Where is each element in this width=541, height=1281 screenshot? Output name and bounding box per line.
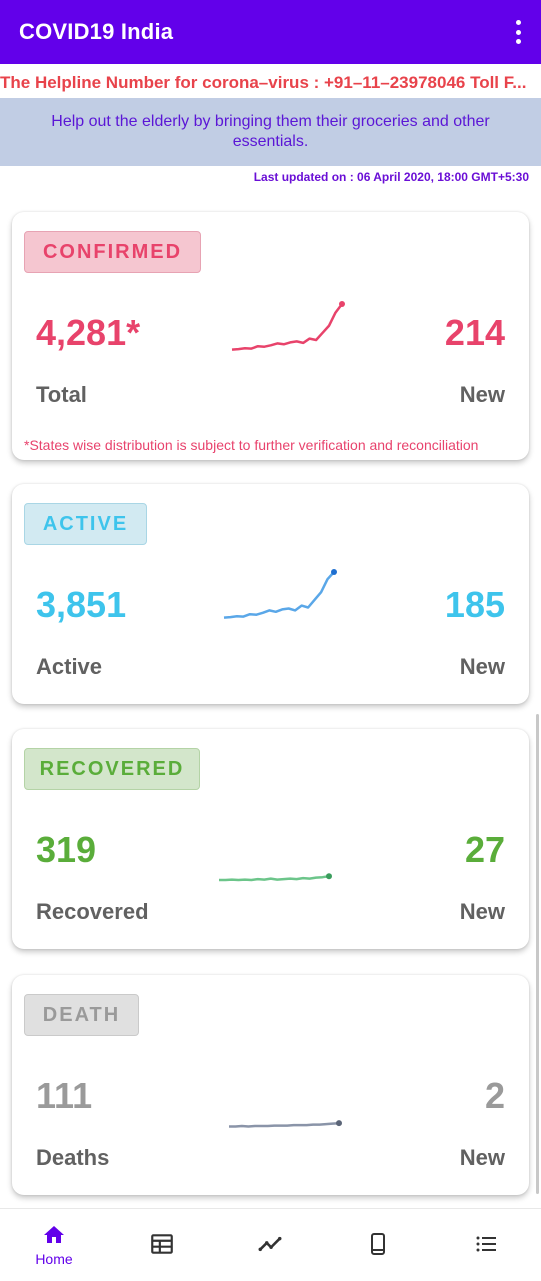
nav-trends[interactable] bbox=[216, 1209, 324, 1281]
nav-phone[interactable] bbox=[324, 1209, 432, 1281]
confirmed-badge: CONFIRMED bbox=[24, 231, 201, 273]
confirmed-trend-endpoint bbox=[339, 301, 345, 307]
active-badge: ACTIVE bbox=[24, 503, 147, 545]
confirmed-sparkline bbox=[231, 301, 345, 351]
death-trend-line bbox=[229, 1121, 340, 1128]
app-bar: COVID19 India bbox=[0, 0, 541, 64]
phone-icon bbox=[371, 1233, 385, 1255]
nav-home-label: Home bbox=[35, 1251, 73, 1267]
active-sparkline bbox=[223, 569, 337, 619]
recovered-trend-endpoint bbox=[326, 873, 332, 880]
verification-note: *States wise distribution is subject to … bbox=[24, 437, 479, 453]
confirmed-total: 4,281* bbox=[36, 312, 141, 353]
death-new: 2 bbox=[484, 1075, 505, 1116]
scrollbar[interactable] bbox=[536, 714, 539, 1194]
death-trend-endpoint bbox=[336, 1120, 342, 1127]
home-icon bbox=[44, 1226, 64, 1243]
nav-list[interactable] bbox=[432, 1209, 540, 1281]
recovered-trend-line bbox=[219, 874, 330, 882]
confirmed-new: 214 bbox=[444, 312, 505, 353]
confirmed-card[interactable]: CONFIRMED 4,281* 214 Total New *States w… bbox=[12, 212, 529, 460]
death-badge: DEATH bbox=[24, 994, 139, 1036]
last-updated: Last updated on : 06 April 2020, 18:00 G… bbox=[253, 170, 529, 184]
trend-icon bbox=[258, 1236, 282, 1252]
overflow-menu-icon[interactable] bbox=[513, 20, 523, 44]
recovered-total-label: Recovered bbox=[36, 899, 149, 924]
nav-table[interactable] bbox=[108, 1209, 216, 1281]
list-icon bbox=[476, 1236, 496, 1252]
recovered-card[interactable]: RECOVERED 319 27 Recovered New bbox=[12, 729, 529, 949]
active-new: 185 bbox=[444, 584, 505, 625]
bottom-navigation: Home bbox=[0, 1208, 541, 1281]
info-banner: Help out the elderly by bringing them th… bbox=[0, 98, 541, 166]
active-new-label: New bbox=[459, 654, 505, 679]
recovered-sparkline bbox=[219, 873, 332, 882]
recovered-new: 27 bbox=[464, 829, 505, 870]
death-total: 111 bbox=[36, 1075, 93, 1116]
recovered-total: 319 bbox=[36, 829, 97, 870]
app-title: COVID19 India bbox=[19, 19, 174, 44]
active-trend-endpoint bbox=[331, 569, 337, 575]
death-new-label: New bbox=[459, 1145, 505, 1170]
confirmed-new-label: New bbox=[459, 382, 505, 407]
active-card[interactable]: ACTIVE 3,851 185 Active New bbox=[12, 484, 529, 704]
death-total-label: Deaths bbox=[36, 1145, 110, 1170]
nav-home[interactable]: Home bbox=[0, 1209, 108, 1281]
active-total-label: Active bbox=[36, 654, 103, 679]
confirmed-trend-line bbox=[231, 303, 343, 351]
death-sparkline bbox=[229, 1120, 342, 1128]
recovered-badge: RECOVERED bbox=[24, 748, 200, 790]
recovered-new-label: New bbox=[459, 899, 505, 924]
death-card[interactable]: DEATH 111 2 Deaths New bbox=[12, 975, 529, 1195]
active-trend-line bbox=[223, 571, 335, 619]
helpline-marquee[interactable]: The Helpline Number for corona–virus : +… bbox=[0, 73, 527, 92]
calendar-table-icon bbox=[151, 1234, 173, 1254]
active-total: 3,851 bbox=[36, 584, 127, 625]
confirmed-total-label: Total bbox=[36, 382, 87, 407]
